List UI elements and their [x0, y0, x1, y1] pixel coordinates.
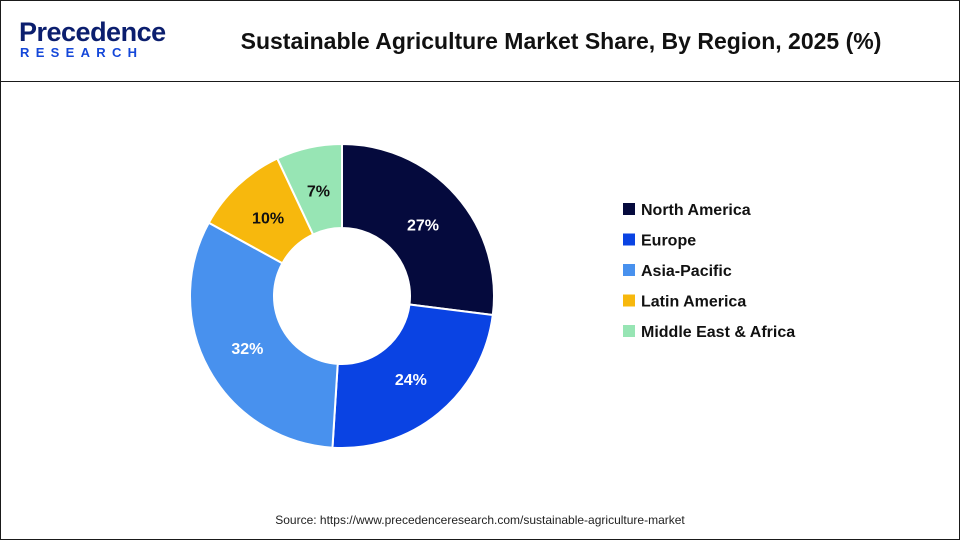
legend-label: Asia-Pacific [641, 263, 732, 280]
source-note: Source: https://www.precedenceresearch.c… [275, 513, 685, 527]
data-label: 32% [231, 341, 263, 358]
legend-item: Asia-Pacific [623, 263, 732, 280]
slice-middle-east-africa [275, 142, 343, 236]
slice-europe [331, 303, 494, 449]
legend-item: North America [623, 202, 751, 219]
chart-title: Sustainable Agriculture Market Share, By… [240, 28, 882, 54]
legend-label: Middle East & Africa [641, 324, 795, 341]
header: Precedence RESEARCH Sustainable Agricult… [1, 1, 959, 82]
legend-label: Latin America [641, 294, 746, 311]
legend-swatch [623, 203, 635, 215]
data-label: 24% [395, 372, 427, 389]
legend-item: Middle East & Africa [623, 324, 795, 341]
logo-wordmark: Precedence [19, 17, 166, 47]
legend-swatch [623, 233, 635, 246]
legend-swatch [623, 264, 635, 276]
legend-label: Europe [641, 233, 696, 250]
brand-logo: Precedence RESEARCH [19, 17, 169, 65]
legend-item: Europe [623, 233, 696, 250]
data-label: 10% [252, 210, 284, 227]
data-label: 7% [307, 184, 330, 201]
legend-item: Latin America [623, 294, 746, 311]
logo-subtitle: RESEARCH [20, 45, 144, 60]
legend-label: North America [641, 202, 751, 219]
legend-swatch [623, 325, 635, 337]
slice-north-america [341, 142, 495, 317]
data-label: 27% [407, 218, 439, 235]
slice-asia-pacific [189, 221, 339, 449]
legend-swatch [623, 294, 635, 307]
